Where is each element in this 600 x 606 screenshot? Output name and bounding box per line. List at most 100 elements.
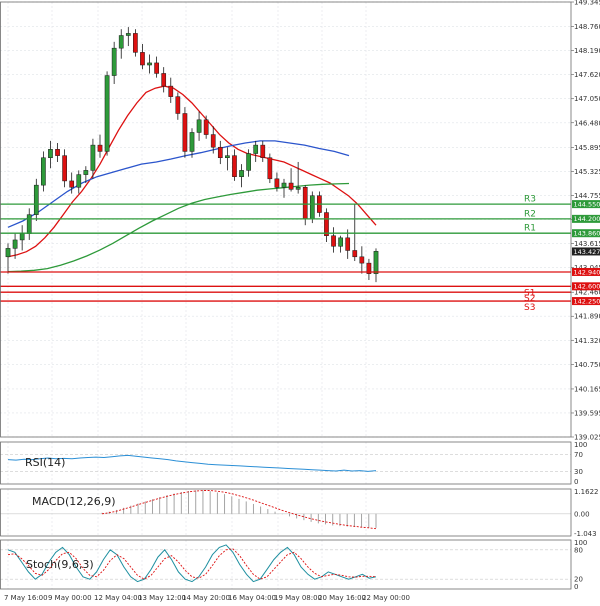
- current-price-bg: [572, 247, 600, 256]
- candle: [97, 134, 103, 158]
- candle: [55, 142, 60, 162]
- price-axis-label: 145.325: [574, 168, 600, 176]
- candle-body: [48, 149, 53, 158]
- candle-body: [97, 144, 103, 152]
- price-axis-label: 143.615: [574, 240, 600, 248]
- candle: [118, 29, 124, 59]
- candle: [168, 77, 174, 103]
- indicator-axis-label: 0.00: [574, 510, 590, 518]
- candle-body: [274, 178, 280, 188]
- candle: [267, 153, 273, 184]
- candle-body: [83, 170, 89, 175]
- time-axis-label: 14 May 20:00: [182, 594, 230, 602]
- time-axis-label: 20 May 16:00: [318, 594, 366, 602]
- panel-frame: [0, 539, 572, 590]
- rsi-line: [7, 454, 377, 472]
- candle-body: [69, 180, 75, 188]
- candle: [331, 227, 336, 253]
- ma-line-ma-fast: [7, 85, 377, 258]
- current-price-tag: 143.427: [574, 248, 600, 256]
- candle: [154, 56, 159, 78]
- time-axis-label: 22 May 00:00: [362, 594, 410, 602]
- level-tag-bg: [572, 229, 600, 238]
- candle-body: [302, 187, 308, 220]
- level-tag: 142.600: [574, 283, 600, 291]
- price-axis-label: 139.025: [574, 434, 600, 442]
- time-axis-label: 19 May 08:00: [274, 594, 322, 602]
- price-axis-label: 145.895: [574, 144, 600, 152]
- candle: [203, 115, 209, 139]
- candle-body: [182, 113, 188, 152]
- candle-body: [239, 170, 244, 177]
- level-tag: 142.940: [574, 268, 600, 276]
- candle-body: [33, 184, 39, 215]
- candle-body: [12, 239, 18, 249]
- candle-body: [203, 119, 209, 135]
- candle: [161, 67, 167, 93]
- indicator-axis-label: 70: [574, 451, 583, 459]
- price-axis-label: 148.190: [574, 47, 600, 55]
- price-axis-label: 144.755: [574, 192, 600, 200]
- level-label: R1: [524, 224, 536, 234]
- candle-body: [161, 73, 167, 87]
- time-axis-label: 9 May 00:00: [48, 594, 92, 602]
- indicator-axis-label: -1.043: [574, 530, 597, 538]
- candle-body: [189, 132, 195, 152]
- level-label: S1: [524, 288, 535, 298]
- stoch-title: Stoch(9,6,3): [26, 558, 94, 571]
- candle: [225, 147, 230, 171]
- candle: [175, 92, 181, 120]
- indicator-axis-label: 20: [574, 576, 583, 584]
- candle: [210, 126, 216, 154]
- level-tag: 143.860: [574, 229, 600, 237]
- level-label: S3: [524, 303, 535, 313]
- candle: [5, 243, 11, 274]
- ma-line-ma-medium: [7, 140, 350, 228]
- candle: [288, 168, 294, 192]
- candle-body: [217, 146, 223, 158]
- candle: [246, 149, 251, 177]
- candle-body: [246, 153, 251, 171]
- candle-body: [373, 251, 379, 274]
- candle: [239, 164, 244, 188]
- panel-frame: [0, 488, 572, 537]
- candle-body: [175, 96, 181, 114]
- candle: [281, 178, 287, 198]
- price-axis-label: 139.595: [574, 409, 600, 417]
- candle-body: [104, 75, 110, 152]
- macd-title: MACD(12,26,9): [32, 495, 116, 508]
- candle-body: [154, 62, 159, 74]
- candle-body: [118, 35, 124, 49]
- stoch-k-line: [7, 544, 377, 583]
- level-tag-bg: [572, 214, 600, 223]
- candle-body: [90, 144, 96, 171]
- candle: [125, 27, 131, 47]
- level-tag-bg: [572, 282, 600, 291]
- candle-body: [26, 214, 32, 234]
- candle-body: [232, 155, 237, 177]
- candle-body: [196, 119, 202, 133]
- time-axis-label: 12 May 04:00: [94, 594, 142, 602]
- level-label: R3: [524, 195, 536, 205]
- level-tag-bg: [572, 267, 600, 276]
- candle: [76, 170, 82, 194]
- candle-body: [140, 52, 145, 66]
- time-axis-label: 7 May 16:00: [4, 594, 48, 602]
- level-tag: 142.250: [574, 297, 600, 305]
- candle-body: [338, 237, 343, 247]
- candle-body: [168, 85, 174, 97]
- candle: [83, 166, 89, 184]
- candle: [90, 138, 96, 179]
- candle-body: [288, 182, 294, 190]
- level-tag: 144.200: [574, 215, 600, 223]
- candle-body: [62, 155, 67, 182]
- candle: [69, 172, 75, 194]
- price-axis-label: 147.620: [574, 71, 600, 79]
- candle-body: [331, 235, 336, 247]
- candle: [260, 140, 266, 162]
- indicator-axis-label: 80: [574, 546, 583, 554]
- time-axis-label: 16 May 04:00: [228, 594, 276, 602]
- panel-frame: [0, 1, 572, 438]
